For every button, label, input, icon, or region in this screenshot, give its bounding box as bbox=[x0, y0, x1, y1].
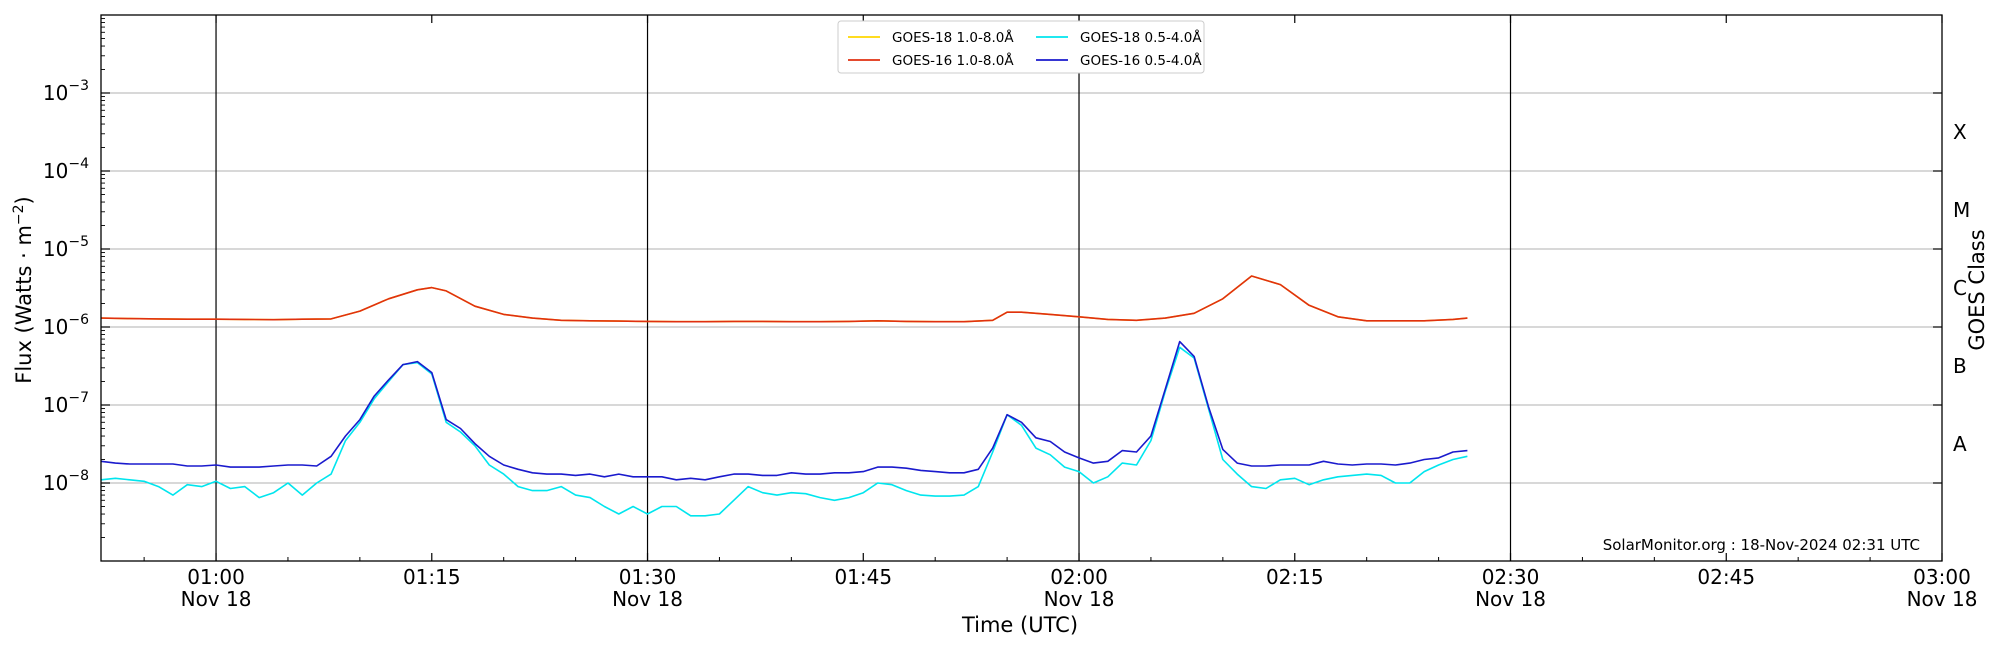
x-tick-label: 02:30 bbox=[1482, 565, 1540, 589]
x-tick-date: Nov 18 bbox=[181, 587, 252, 611]
y-axis-ticks: 10−8 10−7 10−6 10−5 10−4 10−3 bbox=[43, 18, 1942, 538]
legend-label: GOES-16 0.5-4.0Å bbox=[1080, 52, 1202, 69]
x-tick-date: Nov 18 bbox=[1475, 587, 1546, 611]
goes-class-b: B bbox=[1953, 354, 1967, 378]
legend-label: GOES-18 1.0-8.0Å bbox=[892, 29, 1014, 46]
x-tick-date: Nov 18 bbox=[612, 587, 683, 611]
goes-class-m: M bbox=[1953, 198, 1970, 222]
x-tick-label: 02:15 bbox=[1266, 565, 1324, 589]
goes-class-a: A bbox=[1953, 432, 1967, 456]
goes-class-labels: A B C M X bbox=[1953, 120, 1970, 456]
goes-class-x: X bbox=[1953, 120, 1967, 144]
goes-class-c: C bbox=[1953, 276, 1967, 300]
x-tick-label: 03:00 bbox=[1913, 565, 1971, 589]
grid-lines bbox=[101, 92, 1942, 484]
legend: GOES-18 1.0-8.0Å GOES-16 1.0-8.0Å GOES-18 … bbox=[837, 20, 1205, 74]
legend-label: GOES-16 1.0-8.0Å bbox=[892, 52, 1014, 69]
series-line-4 bbox=[100, 340, 1468, 481]
x-tick-label: 01:15 bbox=[403, 565, 461, 589]
x-tick-date: Nov 18 bbox=[1044, 587, 1115, 611]
x-tick-label: 01:00 bbox=[187, 565, 245, 589]
series-lines bbox=[100, 275, 1468, 517]
y-tick-label: 10−6 bbox=[43, 312, 89, 339]
y-tick-label: 10−7 bbox=[43, 390, 89, 417]
plot-frame bbox=[100, 14, 1943, 562]
x-tick-label: 02:00 bbox=[1050, 565, 1108, 589]
x-tick-label: 01:30 bbox=[619, 565, 677, 589]
series-line-3 bbox=[100, 346, 1468, 517]
legend-label: GOES-18 0.5-4.0Å bbox=[1080, 29, 1202, 46]
x-tick-date: Nov 18 bbox=[1907, 587, 1978, 611]
y-tick-label: 10−4 bbox=[43, 156, 89, 183]
y-axis-title: Flux (Watts · m−2) bbox=[11, 196, 36, 384]
x-axis-title: Time (UTC) bbox=[961, 613, 1078, 637]
x-tick-label: 02:45 bbox=[1697, 565, 1755, 589]
series-line-2 bbox=[100, 275, 1468, 323]
y-tick-label: 10−8 bbox=[43, 468, 89, 495]
credit-text: SolarMonitor.org : 18-Nov-2024 02:31 UTC bbox=[1603, 536, 1920, 554]
major-time-markers bbox=[215, 15, 1512, 561]
y-tick-label: 10−5 bbox=[43, 234, 89, 261]
y-tick-label: 10−3 bbox=[43, 78, 89, 105]
right-axis-title: GOES Class bbox=[1965, 229, 1989, 350]
legend-box bbox=[837, 20, 1205, 74]
x-tick-label: 01:45 bbox=[834, 565, 892, 589]
